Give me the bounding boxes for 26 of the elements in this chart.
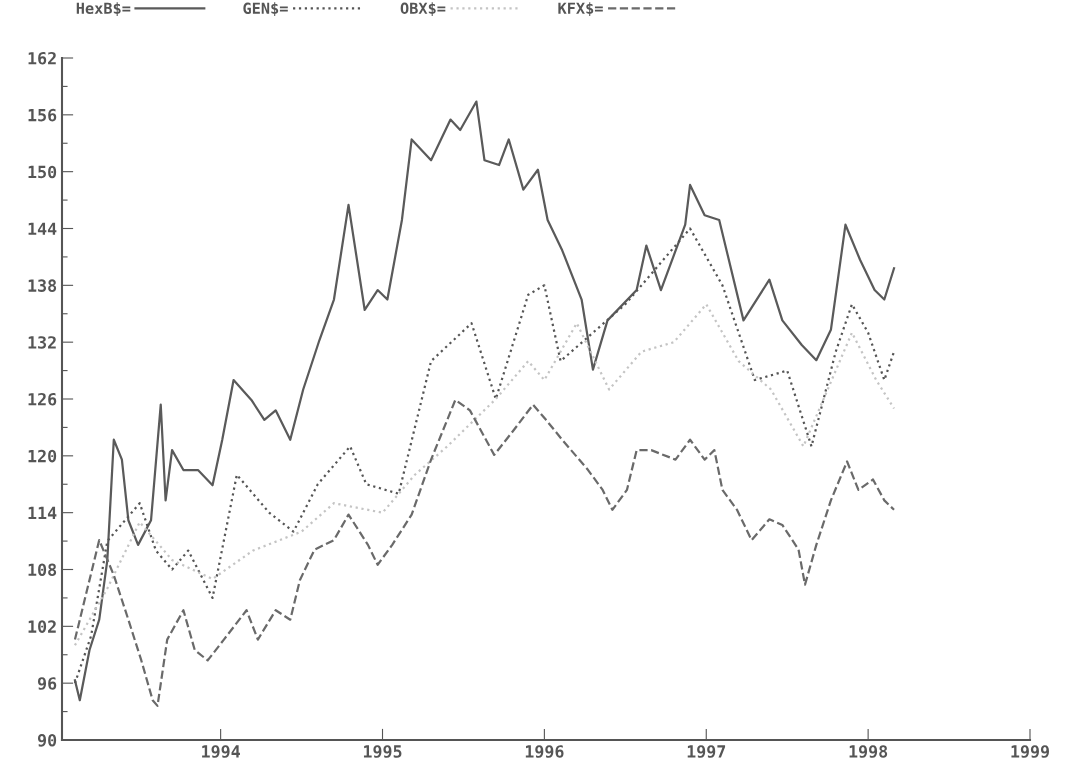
legend-label: HexB$= [76, 2, 131, 17]
y-tick-label: 162 [28, 51, 56, 65]
y-tick-label: 96 [37, 677, 57, 690]
x-tick-label: 1999 [1011, 745, 1049, 758]
x-tick-label: 1997 [687, 745, 726, 758]
y-tick-label: 114 [28, 506, 57, 519]
x-tick-label: 1995 [363, 745, 402, 758]
x-tick-label: 1994 [202, 745, 240, 758]
line-series [73, 303, 896, 647]
line-series [73, 398, 896, 708]
x-tick-label: 1996 [525, 745, 564, 758]
y-tick-label: 120 [28, 449, 57, 463]
y-tick-label: 90 [37, 733, 57, 747]
y-tick-label: 138 [28, 279, 57, 292]
legend-label: GEN$= [243, 2, 288, 17]
x-tick-label: 1998 [849, 745, 888, 758]
y-tick-label: 108 [28, 563, 57, 577]
y-tick-label: 150 [28, 165, 57, 179]
y-tick-label: 102 [28, 620, 56, 633]
legend-label: KFX$= [558, 2, 603, 17]
y-tick-label: 132 [28, 336, 56, 349]
line-series [73, 100, 896, 702]
legend-label: OBX$= [400, 2, 446, 17]
y-tick-label: 126 [28, 392, 57, 406]
y-tick-label: 156 [28, 108, 57, 122]
y-tick-label: 144 [28, 222, 57, 235]
